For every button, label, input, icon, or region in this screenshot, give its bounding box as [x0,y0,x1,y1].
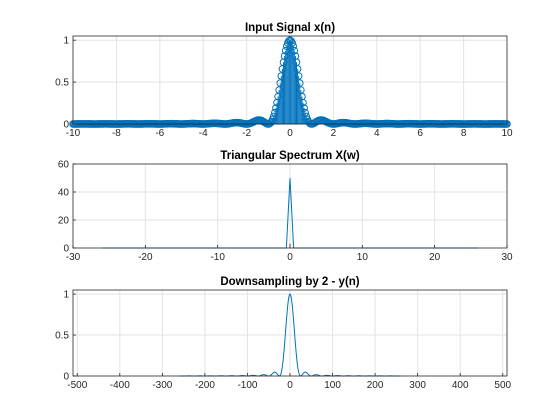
x-tick-label: 300 [409,380,426,391]
x-tick-label: 30 [501,252,513,263]
x-tick-label: 6 [417,128,423,139]
x-tick-label: -10 [66,128,81,139]
x-tick-label: -300 [152,380,172,391]
x-tick-label: -8 [112,128,121,139]
x-tick-label: -6 [155,128,164,139]
x-tick-label: -30 [66,252,81,263]
y-tick-label: 1 [63,290,69,301]
x-tick-label: -10 [210,252,225,263]
x-tick-label: 200 [367,380,384,391]
x-tick-label: 0 [287,252,293,263]
x-tick-label: -400 [110,380,130,391]
chart-title: Downsampling by 2 - y(n) [220,276,359,288]
x-tick-label: 0 [287,128,293,139]
x-tick-label: 100 [324,380,341,391]
x-tick-label: 400 [452,380,469,391]
x-tick-label: 10 [357,252,369,263]
x-tick-label: 20 [429,252,441,263]
y-tick-label: 0.5 [55,78,69,89]
y-tick-label: 0 [63,372,69,383]
x-tick-label: -4 [199,128,208,139]
x-tick-label: -2 [242,128,251,139]
x-tick-label: -500 [67,380,87,391]
stem-marker [290,46,299,55]
subplot-downsampled-signal: Downsampling by 2 - y(n) -500 -400 -300 -200… [55,276,511,391]
subplot-input-signal: Input Signal x(n) -10 -8 -6 -4 -2 0 2 4 6 8 10 0 0.5 1 [55,22,513,139]
x-tick-label: -20 [138,252,153,263]
y-tick-label: 0 [63,244,69,255]
stem-marker [289,42,298,51]
stem-marker [288,39,296,47]
x-tick-label: 500 [494,380,511,391]
x-tick-label: 2 [331,128,337,139]
stem-marker [294,72,303,80]
y-tick-label: 0 [63,120,69,131]
y-tick-label: 1 [63,36,69,47]
stem-marker [293,65,302,73]
x-tick-label: 0 [287,380,293,391]
chart-title: Triangular Spectrum X(w) [220,150,359,162]
y-tick-label: 40 [58,188,70,199]
subplot-triangular-spectrum: Triangular Spectrum X(w) -30 -20 -10 0 10 20 30… [58,150,513,263]
y-tick-label: 0.5 [55,331,69,342]
stem-marker [299,98,307,107]
x-tick-label: -200 [195,380,215,391]
stem-marker [301,108,309,117]
axes-frame [72,163,508,249]
x-tick-label: -100 [237,380,257,391]
x-tick-label: 8 [461,128,467,139]
chart-title: Input Signal x(n) [245,22,335,34]
x-tick-label: 4 [374,128,380,139]
y-tick-label: 20 [58,216,70,227]
y-tick-label: 60 [58,160,70,171]
x-tick-label: 10 [501,128,513,139]
axes-frame [72,289,508,377]
stem-marker [300,104,308,112]
axes-frame [72,35,508,125]
